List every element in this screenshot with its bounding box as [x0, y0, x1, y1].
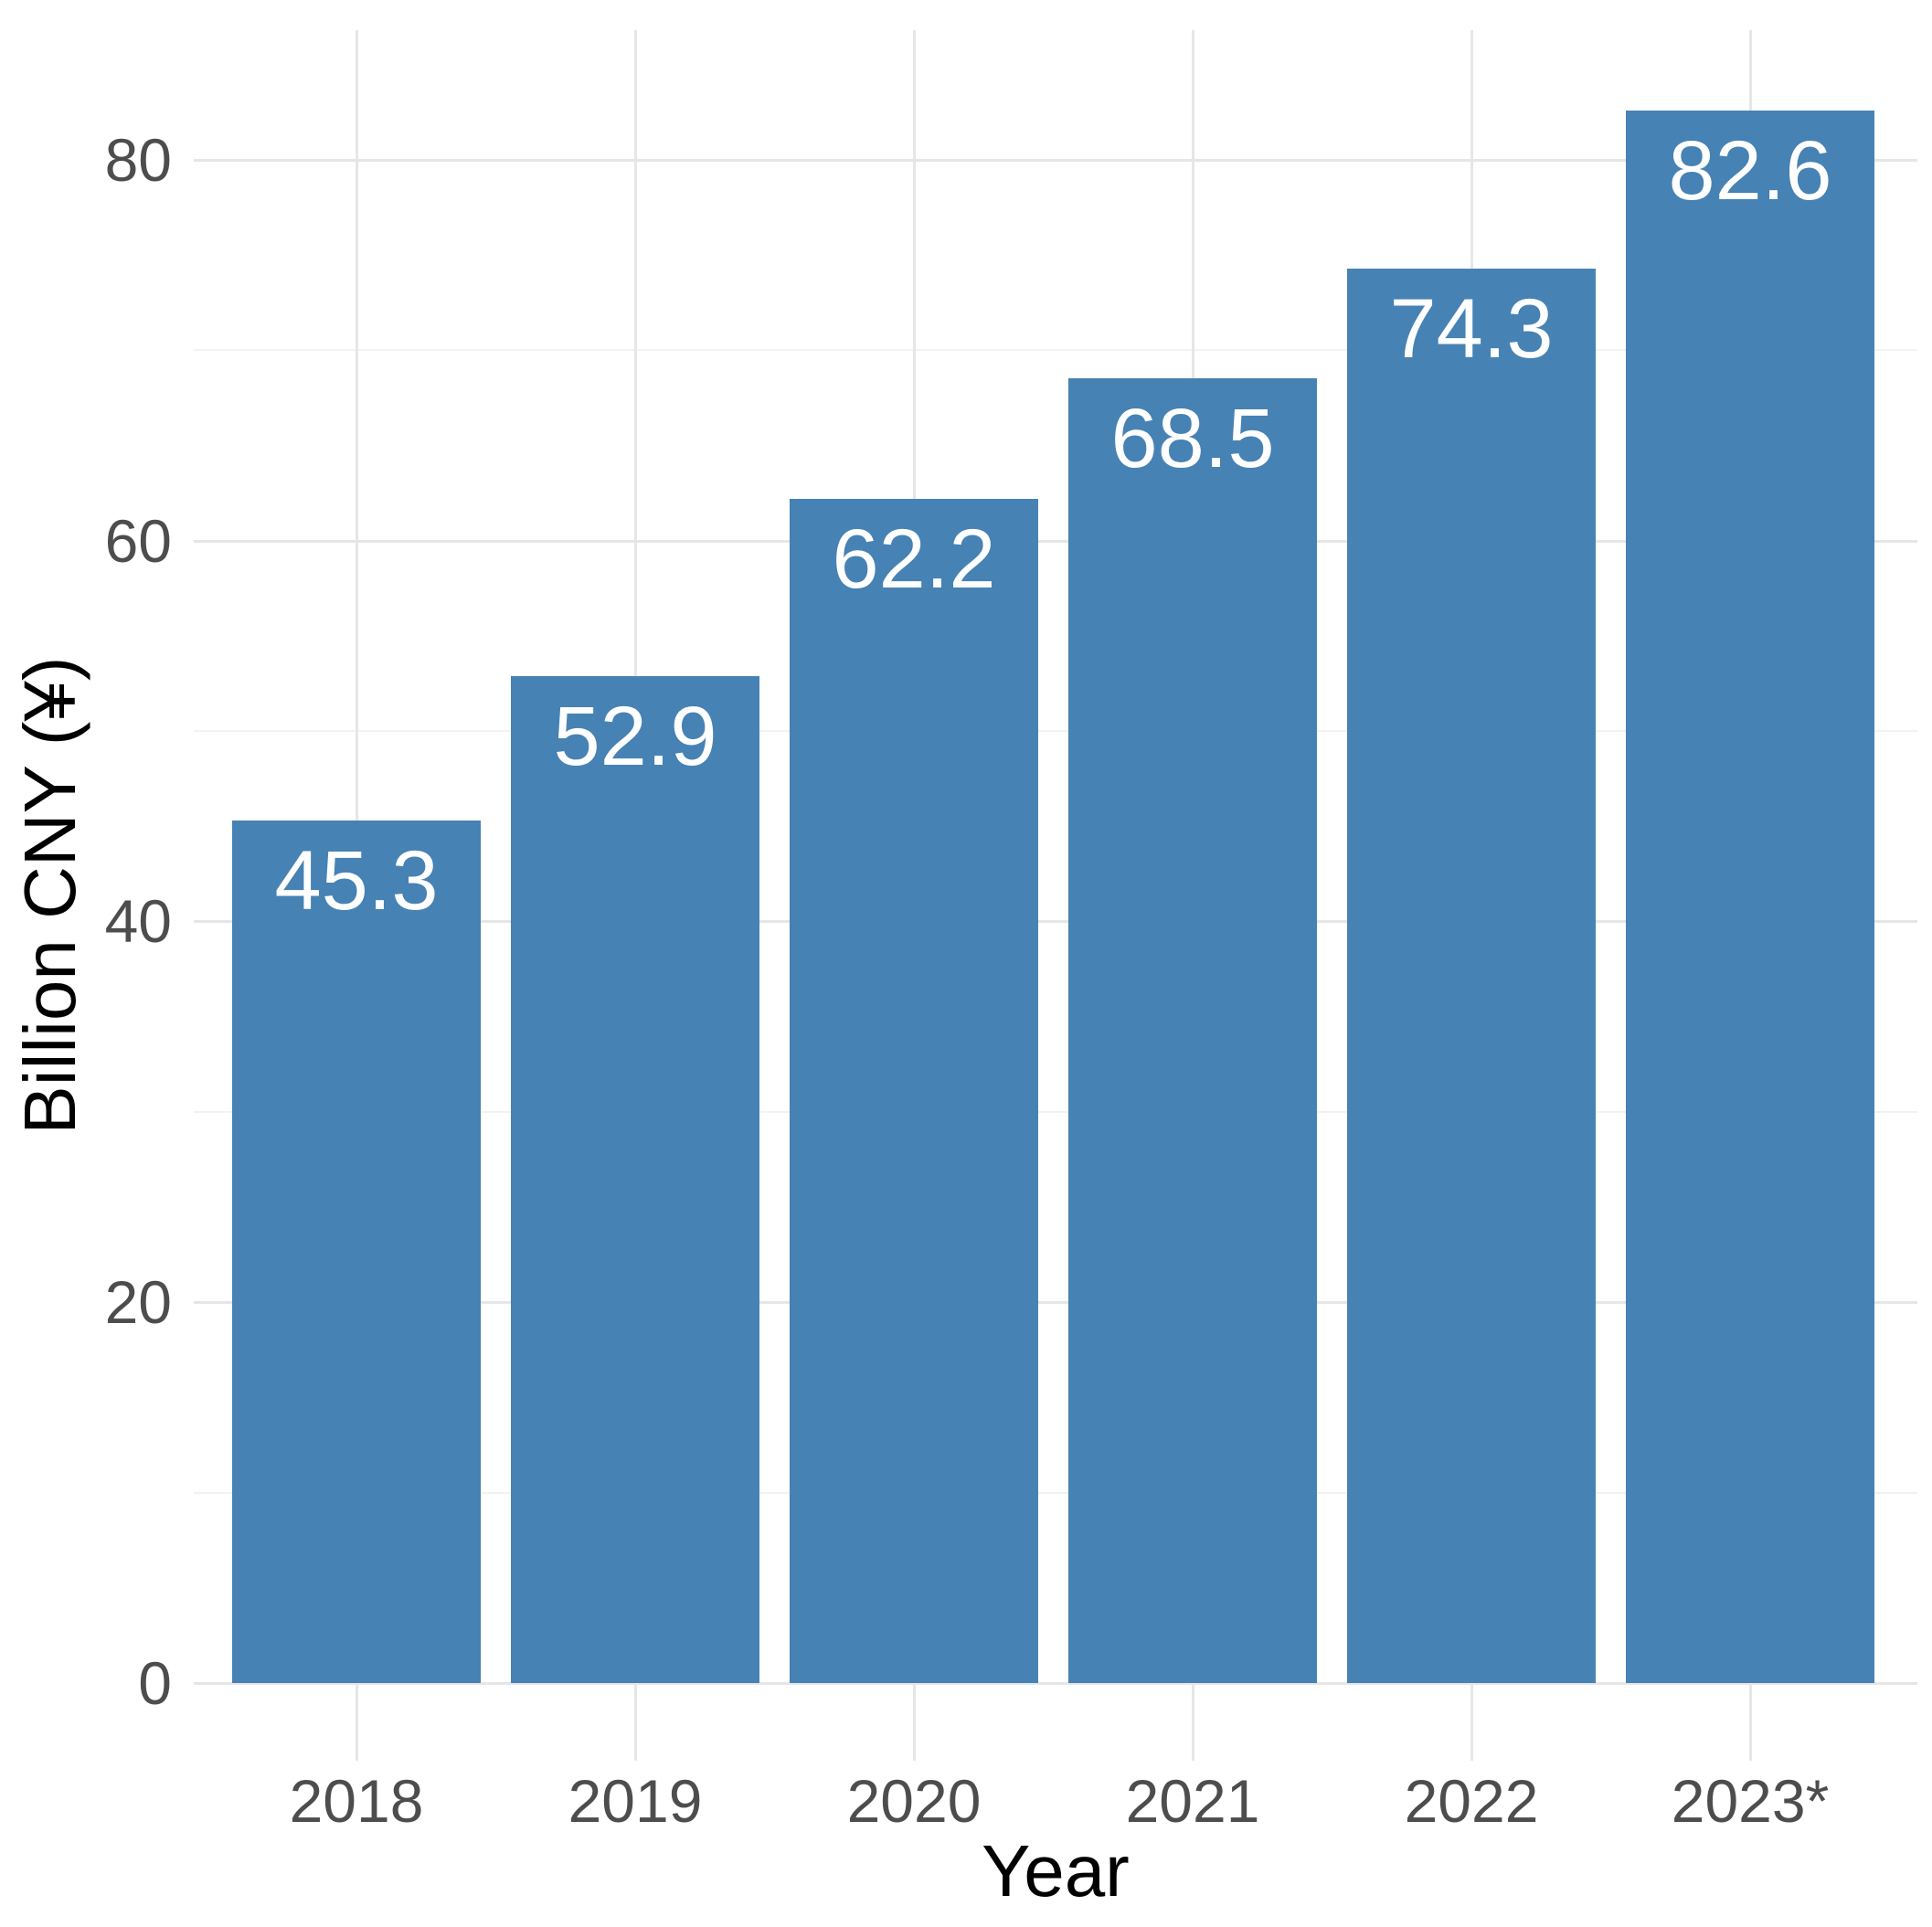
bar-value-label-2021: 68.5 — [1110, 392, 1275, 486]
y-gridline-minor-50 — [194, 730, 1917, 732]
bar-value-label-2019: 52.9 — [553, 689, 717, 783]
y-gridline-major-0 — [194, 1682, 1917, 1685]
y-gridline-minor-10 — [194, 1491, 1917, 1494]
y-tick-label-40: 40 — [104, 887, 172, 956]
x-tick-label-2020: 2020 — [846, 1767, 982, 1835]
x-tick-label-2018: 2018 — [289, 1767, 424, 1835]
y-tick-label-80: 80 — [104, 125, 172, 194]
bar-2020: 62.2 — [790, 498, 1038, 1683]
y-gridline-major-40 — [194, 920, 1917, 924]
y-tick-label-20: 20 — [104, 1268, 172, 1337]
y-gridline-major-60 — [194, 539, 1917, 543]
y-gridline-major-80 — [194, 158, 1917, 162]
y-gridline-minor-30 — [194, 1110, 1917, 1113]
y-gridline-major-20 — [194, 1301, 1917, 1305]
x-tick-label-2023*: 2023* — [1671, 1767, 1830, 1835]
x-tick-label-2021: 2021 — [1125, 1767, 1260, 1835]
bar-2021: 68.5 — [1068, 378, 1317, 1683]
bar-2023*: 82.6 — [1626, 110, 1874, 1683]
y-tick-label-0: 0 — [138, 1649, 172, 1717]
x-tick-label-2019: 2019 — [568, 1767, 703, 1835]
bar-value-label-2022: 74.3 — [1389, 281, 1554, 376]
bar-2019: 52.9 — [511, 675, 759, 1683]
x-tick-label-2022: 2022 — [1404, 1767, 1539, 1835]
bar-2022: 74.3 — [1347, 268, 1596, 1683]
y-axis-title: Billion CNY (¥) — [9, 656, 90, 1135]
bar-value-label-2023*: 82.6 — [1668, 123, 1832, 217]
y-gridline-minor-70 — [194, 349, 1917, 352]
x-axis-title: Year — [982, 1830, 1130, 1911]
bar-value-label-2020: 62.2 — [832, 512, 996, 606]
bar-2018: 45.3 — [232, 820, 481, 1683]
bar-value-label-2018: 45.3 — [274, 833, 439, 927]
y-tick-label-60: 60 — [104, 506, 172, 575]
